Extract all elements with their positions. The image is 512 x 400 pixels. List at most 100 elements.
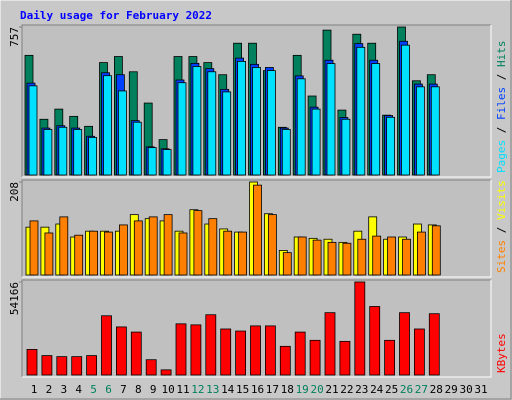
bar (297, 236, 307, 276)
x-tick-label: 20 (310, 383, 323, 396)
bar (354, 281, 366, 376)
bar (430, 86, 440, 176)
bar (104, 231, 113, 276)
bar (264, 325, 276, 376)
bar (431, 225, 441, 276)
x-tick-label: 8 (135, 383, 142, 396)
panel-edge-dark (21, 279, 491, 377)
bar (342, 242, 352, 276)
bar (428, 313, 440, 376)
x-tick-label: 19 (296, 383, 309, 396)
x-tick-label: 18 (281, 383, 294, 396)
x-tick-label: 4 (75, 383, 82, 396)
x-tick-label: 9 (150, 383, 157, 396)
bar (130, 331, 142, 376)
bar (59, 216, 69, 276)
bar (71, 356, 83, 376)
bar (86, 355, 97, 376)
x-tick-label: 5 (90, 383, 97, 396)
bar (312, 239, 322, 276)
bar (41, 355, 53, 376)
bar (147, 147, 157, 176)
legend-entry: Sites (495, 240, 508, 273)
bar (160, 369, 172, 376)
x-tick-label: 10 (161, 383, 174, 396)
panel-edge-light (22, 25, 492, 178)
bar (73, 129, 83, 176)
bar (238, 231, 248, 276)
x-tick-label: 28 (430, 383, 443, 396)
x-tick-label: 30 (459, 383, 472, 396)
panel-edge-dark (21, 179, 491, 277)
bar (103, 75, 112, 176)
legend-separator: / (495, 220, 508, 240)
x-tick-label: 6 (105, 383, 112, 396)
x-tick-label: 12 (191, 383, 204, 396)
bar (119, 224, 128, 276)
legend-separator: / (495, 120, 508, 140)
bar (163, 214, 173, 276)
x-tick-label: 23 (355, 383, 368, 396)
panel-edge-light (22, 180, 492, 278)
bar (399, 312, 410, 376)
bar (371, 63, 381, 176)
bar (101, 315, 112, 376)
bar (29, 220, 39, 276)
x-tick-label: 21 (325, 383, 338, 396)
bar (205, 314, 217, 376)
bar (132, 121, 142, 176)
bar (88, 137, 97, 176)
bar (190, 324, 202, 376)
bar (356, 46, 366, 176)
bar (279, 345, 291, 376)
bar (175, 323, 187, 376)
bar (58, 126, 68, 176)
y-tick-label: 208 (8, 182, 21, 202)
legend-entry: KBytes (495, 333, 508, 373)
x-tick-label: 24 (370, 383, 384, 396)
bar (43, 129, 53, 176)
bar (237, 61, 247, 176)
bar (220, 328, 232, 376)
bar (401, 44, 410, 176)
bar (207, 71, 217, 176)
x-tick-label: 26 (400, 383, 413, 396)
bar (296, 78, 306, 176)
legend-entry: Pages (495, 140, 508, 173)
x-tick-label: 16 (251, 383, 264, 396)
bar (294, 331, 306, 376)
bar (267, 214, 277, 276)
bar (178, 232, 188, 276)
bar (74, 234, 84, 276)
legend-entry: Hits (495, 41, 508, 68)
x-tick-label: 29 (445, 383, 458, 396)
bar (252, 67, 261, 176)
bar (327, 241, 337, 276)
bar (282, 252, 292, 276)
x-tick-label: 2 (46, 383, 53, 396)
x-tick-label: 7 (120, 383, 127, 396)
bar (192, 66, 202, 176)
bar (116, 326, 127, 376)
x-tick-label: 1 (31, 383, 38, 396)
bar (339, 340, 351, 376)
bar (384, 339, 396, 376)
bar (118, 90, 127, 176)
bar (402, 238, 411, 276)
bar (162, 149, 172, 176)
x-tick-label: 31 (474, 383, 487, 396)
x-tick-label: 27 (415, 383, 428, 396)
bar (416, 231, 426, 276)
x-tick-label: 3 (60, 383, 67, 396)
legend-entry: Visits (495, 180, 508, 220)
bar (250, 325, 261, 376)
bar (44, 232, 54, 276)
x-tick-label: 25 (385, 383, 398, 396)
bar (133, 220, 143, 276)
x-tick-label: 22 (340, 383, 353, 396)
bar (177, 82, 187, 176)
bar (145, 359, 157, 376)
bar (386, 116, 396, 176)
bar (415, 86, 425, 176)
